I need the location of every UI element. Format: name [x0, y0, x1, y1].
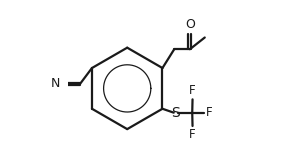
Text: F: F	[189, 84, 196, 97]
Text: F: F	[206, 106, 213, 119]
Text: S: S	[171, 106, 180, 120]
Text: N: N	[51, 77, 60, 90]
Text: O: O	[185, 18, 195, 31]
Text: F: F	[189, 128, 196, 141]
